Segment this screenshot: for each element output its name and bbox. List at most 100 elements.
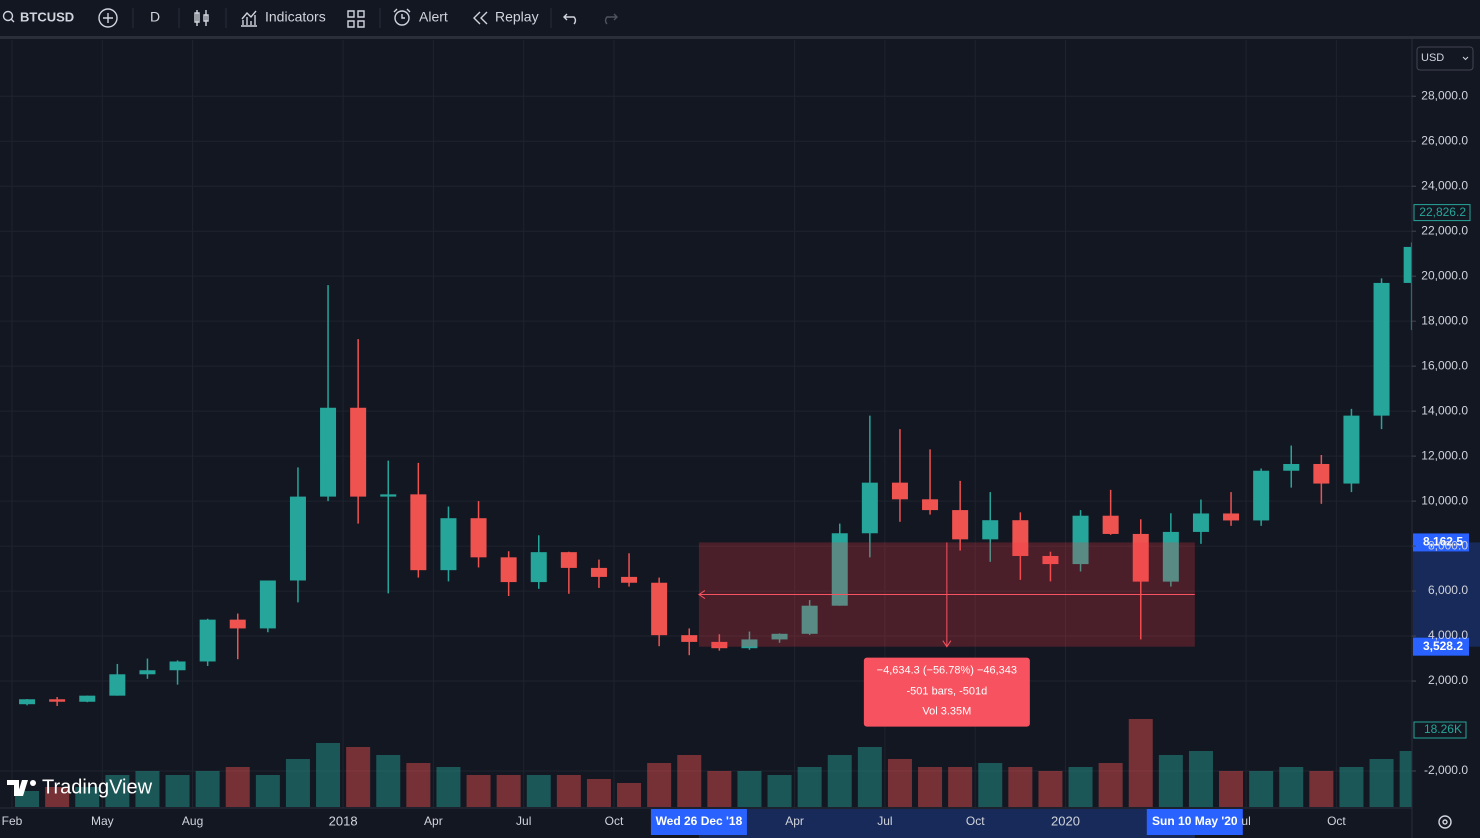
volume-bar	[105, 775, 130, 807]
candle-body	[861, 482, 878, 534]
chart-type-button[interactable]	[194, 10, 209, 26]
volume-bar	[617, 783, 642, 807]
candle-body	[320, 407, 337, 497]
redo-button[interactable]	[604, 13, 618, 25]
candle-body	[1373, 282, 1390, 416]
currency-select[interactable]	[1416, 46, 1474, 71]
candle-body	[1162, 531, 1179, 582]
volume-bar	[797, 767, 822, 807]
time-range-highlight	[698, 809, 1195, 838]
candle-body	[440, 518, 457, 571]
layouts-button[interactable]	[347, 10, 365, 28]
candle-body	[1132, 533, 1149, 582]
y-tick-label: 14,000.0	[1421, 403, 1468, 417]
y-tick-label: 26,000.0	[1421, 133, 1468, 147]
settings-button[interactable]	[1438, 815, 1452, 829]
y-tick-label: 18,000.0	[1421, 313, 1468, 327]
volume-bar	[827, 755, 852, 807]
y-tick-label: 22,000.0	[1421, 223, 1468, 237]
measure-change: −4,634.3 (−56.78%) −46,343	[877, 665, 1017, 677]
volume-bar	[195, 771, 220, 807]
volume-bar	[887, 759, 912, 807]
candle-body	[500, 557, 517, 583]
candle-body	[19, 699, 36, 705]
candle-body	[560, 552, 577, 568]
volume-bar	[436, 767, 461, 807]
measure-arrow	[942, 640, 952, 648]
y-tick-label: 20,000.0	[1421, 268, 1468, 282]
x-tick-label: Apr	[424, 814, 443, 828]
dropdown-icon	[1462, 56, 1469, 61]
y-tick-label: 6,000.0	[1428, 583, 1468, 597]
last-price-box	[1413, 204, 1471, 222]
volume-bar	[1158, 755, 1183, 807]
candle-body	[1072, 515, 1089, 565]
volume-bar	[1098, 763, 1123, 807]
volume-bar	[45, 787, 70, 807]
candle-body	[380, 494, 397, 497]
time-label-box	[650, 809, 747, 835]
volume-bar	[677, 755, 702, 807]
x-tick-label: Oct	[605, 814, 624, 828]
y-tick-label: 8,000.0	[1428, 538, 1468, 552]
volume-bar	[1279, 767, 1304, 807]
candle-body	[199, 619, 216, 662]
volume-bar	[948, 767, 973, 807]
volume-bar	[586, 779, 611, 807]
volume-bar	[255, 775, 280, 807]
x-tick-label: 2018	[329, 813, 358, 828]
replay-icon	[473, 11, 488, 25]
measure-range: -501 bars, -501d	[907, 686, 988, 698]
undo-button[interactable]	[563, 13, 577, 25]
volume-bar	[1369, 759, 1394, 807]
volume-bar	[1068, 767, 1093, 807]
volume-bar	[737, 771, 762, 807]
measure-tool: −4,634.3 (−56.78%) −46,343 -501 bars, -50…	[650, 533, 1480, 838]
volume-bar	[1008, 767, 1033, 807]
volume-bar	[285, 759, 310, 807]
indicators-icon	[241, 10, 257, 27]
symbol[interactable]: BTCUSD	[20, 9, 74, 24]
candle-body	[621, 576, 638, 583]
alert-button[interactable]: Alert	[419, 9, 448, 25]
candle-body	[1403, 246, 1412, 283]
last-price: 22,826.2	[1419, 205, 1466, 219]
candle-body	[711, 641, 728, 649]
time-label: Sun 10 May '20	[1152, 814, 1238, 828]
compare-button[interactable]	[98, 8, 118, 28]
replay-button[interactable]: Replay	[495, 9, 539, 25]
volume-bar	[1399, 751, 1412, 807]
y-tick-label: 2,000.0	[1428, 673, 1468, 687]
measure-volume: Vol 3.35M	[922, 706, 971, 718]
interval[interactable]: D	[150, 9, 160, 25]
x-tick-label: Oct	[966, 814, 985, 828]
candle-body	[681, 635, 698, 642]
volume-layer	[15, 719, 1412, 807]
volume-bar	[1219, 771, 1244, 807]
candle-body	[741, 639, 758, 649]
axes: -2,000.0 2,000.0 4,000.0 6,000.0 8,000.0 10,0…	[2, 88, 1471, 828]
candle-body	[1102, 515, 1119, 534]
candle-body	[982, 520, 999, 540]
volume-bar	[135, 771, 160, 807]
volume-bar	[1128, 719, 1153, 807]
y-tick-label: 16,000.0	[1421, 358, 1468, 372]
candle-body	[109, 674, 126, 696]
brand: TradingView	[7, 776, 153, 798]
x-tick-label: Feb	[2, 814, 23, 828]
x-tick-label: Apr	[785, 814, 804, 828]
x-tick-label: Aug	[182, 814, 203, 828]
price-range-highlight	[1413, 542, 1480, 647]
currency[interactable]: USD	[1421, 52, 1444, 64]
symbol-search[interactable]: BTCUSD	[2, 9, 75, 24]
candle-body	[259, 580, 276, 629]
indicators-button[interactable]: Indicators	[265, 9, 326, 25]
price-label: 3,528.2	[1423, 639, 1463, 653]
volume-bar	[556, 775, 581, 807]
candle-body	[289, 496, 306, 581]
candle-body	[1192, 513, 1209, 532]
candle-body	[1253, 470, 1270, 521]
x-tick-label: ul	[1241, 814, 1250, 828]
x-tick-label: Jul	[516, 814, 531, 828]
